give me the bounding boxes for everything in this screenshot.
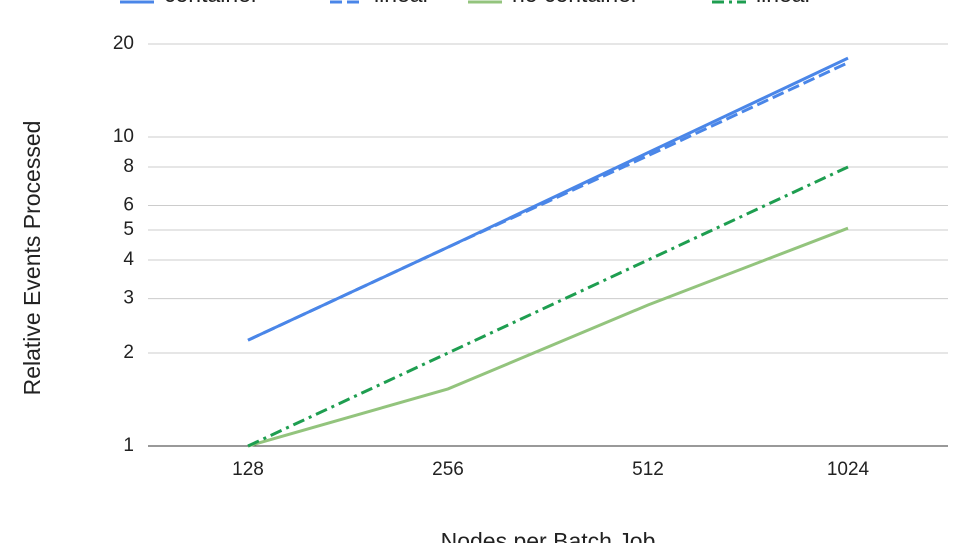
series-line bbox=[247, 61, 849, 342]
series-line bbox=[247, 226, 849, 448]
y-tick-label: 6 bbox=[123, 195, 134, 216]
y-tick-label: 10 bbox=[113, 126, 134, 147]
legend-label: no container bbox=[512, 0, 639, 7]
y-tick-label: 1 bbox=[123, 435, 134, 456]
y-tick-label: 2 bbox=[123, 342, 134, 363]
x-tick-label: 1024 bbox=[827, 459, 870, 480]
y-tick-label: 5 bbox=[123, 219, 134, 240]
series-line bbox=[247, 56, 849, 342]
series-line bbox=[247, 165, 849, 448]
y-tick-label: 20 bbox=[113, 33, 134, 54]
y-tick-label: 3 bbox=[123, 288, 134, 309]
x-tick-label: 512 bbox=[632, 459, 664, 480]
x-axis-title: Nodes per Batch Job bbox=[441, 528, 656, 543]
x-tick-label: 128 bbox=[232, 459, 264, 480]
legend-label: linear bbox=[756, 0, 813, 7]
legend-label: linear bbox=[374, 0, 431, 7]
y-tick-label: 8 bbox=[123, 156, 134, 177]
legend-label: container bbox=[164, 0, 259, 7]
y-axis-title: Relative Events Processed bbox=[19, 121, 45, 396]
y-tick-label: 4 bbox=[123, 249, 134, 270]
x-tick-label: 256 bbox=[432, 459, 464, 480]
